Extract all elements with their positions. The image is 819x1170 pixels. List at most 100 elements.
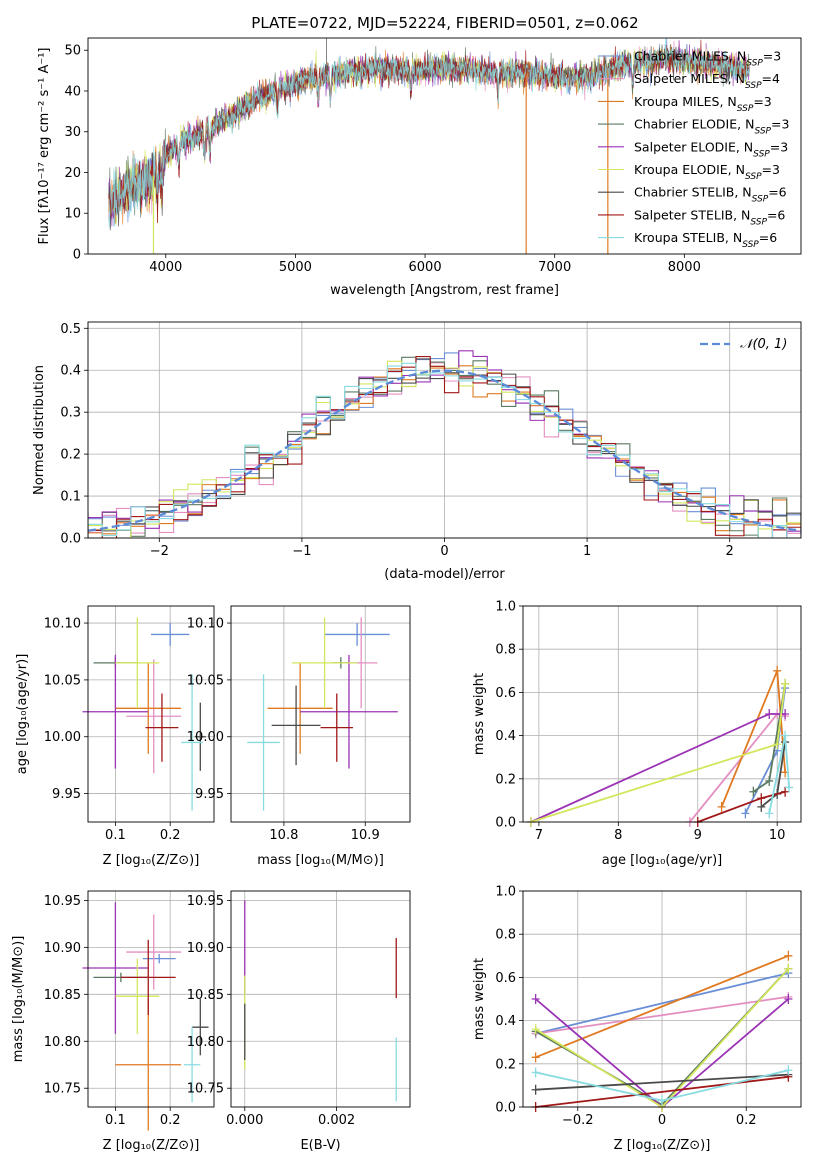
- legend-entry: Salpeter MILES, NSSP=4: [634, 71, 780, 91]
- y-tick-label: 10.85: [44, 988, 81, 1003]
- mass_vs_Z-xlabel: Z [log₁₀(Z/Z⊙)]: [103, 1138, 200, 1153]
- spectrum-frame: [87, 37, 802, 255]
- age_vs_Z-xlabel: Z [log₁₀(Z/Z⊙)]: [103, 853, 200, 868]
- weight-line: [535, 995, 789, 1035]
- age_vs_Z-axes: 0.1 0.2 9.95 10.00 10.05 10.10: [44, 606, 214, 843]
- y-tick-label: 0.3: [60, 406, 81, 421]
- histogram-step: [88, 355, 801, 538]
- mass_vs_Z-frame: [87, 890, 215, 1108]
- y-tick-label: 10.90: [187, 941, 224, 956]
- x-tick-label: 0.2: [160, 1113, 181, 1128]
- y-tick-label: 10.00: [187, 730, 224, 745]
- y-tick-label: 0.2: [495, 772, 516, 787]
- weight-marker: [531, 994, 540, 1004]
- age_vs_mass-points: [247, 617, 398, 811]
- legend-entry: Kroupa STELIB, NSSP=6: [634, 230, 777, 250]
- weight-marker: [757, 801, 766, 812]
- mass_vs_Z-points: [82, 902, 209, 1131]
- weight-marker: [784, 950, 793, 961]
- y-tick-label: 0.2: [60, 448, 81, 463]
- y-tick-label: 0.8: [495, 928, 516, 943]
- mass_vs_ebv-points: [244, 900, 397, 1102]
- weight-marker: [658, 1095, 666, 1106]
- legend-entry: Chabrier ELODIE, NSSP=3: [634, 117, 789, 137]
- y-tick-label: 10.75: [187, 1082, 224, 1097]
- y-tick-label: 0.0: [495, 816, 516, 831]
- weight-marker: [765, 709, 774, 719]
- y-tick-label: 40: [64, 84, 81, 99]
- x-tick-label: 9: [694, 828, 702, 843]
- legend-entry: Kroupa ELODIE, NSSP=3: [634, 162, 780, 182]
- y-tick-label: 0.2: [495, 1057, 516, 1072]
- y-tick-label: 10.95: [187, 894, 224, 909]
- x-tick-label: 0.000: [226, 1113, 263, 1128]
- legend-entry: 𝒩(0, 1): [740, 337, 787, 352]
- y-tick-label: 10.05: [44, 673, 81, 688]
- weight_vs_age-ylabel: mass weight: [472, 673, 487, 755]
- y-tick-label: 0: [73, 248, 81, 263]
- y-tick-label: 20: [64, 166, 81, 181]
- y-tick-label: 10.10: [187, 617, 224, 632]
- y-tick-label: 1.0: [495, 885, 516, 900]
- y-tick-label: 10.05: [187, 673, 224, 688]
- x-tick-label: 0.2: [736, 1113, 757, 1128]
- spectrum-line: [108, 40, 750, 227]
- x-tick-label: 4000: [149, 260, 182, 275]
- x-tick-label: 0.002: [318, 1113, 355, 1128]
- spectrum-ylabel: Flux [fλ10⁻¹⁷ erg cm⁻² s⁻¹ A⁻¹]: [37, 48, 52, 245]
- weight-marker: [784, 1065, 793, 1076]
- age_vs_Z-frame: [87, 605, 215, 823]
- x-tick-label: 0.1: [105, 1113, 126, 1128]
- weight-line: [535, 1075, 789, 1108]
- age_vs_Z-points: [82, 617, 206, 811]
- x-tick-label: 0: [658, 1113, 666, 1128]
- spectrum-axes: 4000 5000 6000 7000 8000 0 10 20 30 40 50: [64, 44, 700, 275]
- mass_vs_ebv-frame: [230, 890, 411, 1108]
- x-tick-label: 7000: [538, 260, 571, 275]
- age_vs_mass-frame: [230, 605, 411, 823]
- y-tick-label: 0.6: [495, 686, 516, 701]
- y-tick-label: 0.0: [60, 532, 81, 547]
- weight-line: [535, 954, 789, 1059]
- legend-entry: Salpeter STELIB, NSSP=6: [634, 207, 785, 227]
- spectrum-line: [108, 38, 750, 229]
- weight-marker: [765, 775, 774, 786]
- weight-marker: [784, 963, 793, 974]
- y-tick-label: 10.00: [44, 730, 81, 745]
- legend-entry: Salpeter ELODIE, NSSP=3: [634, 139, 788, 159]
- x-tick-label: 0.1: [105, 828, 126, 843]
- y-tick-label: 10: [64, 207, 81, 222]
- weight-marker: [717, 801, 726, 812]
- weight-marker: [781, 678, 790, 689]
- x-tick-label: 8000: [668, 260, 701, 275]
- y-tick-label: 10.80: [187, 1035, 224, 1050]
- age_vs_Z-ylabel: age [log₁₀(age/yr)]: [15, 654, 30, 775]
- weight_vs_age-axes: 7 8 9 10 0.0 0.2 0.4 0.6 0.8 1.0: [495, 600, 801, 843]
- weight-marker: [765, 808, 774, 819]
- weight_vs_Z-ylabel: mass weight: [472, 958, 487, 1040]
- weight-line: [535, 972, 789, 1035]
- x-tick-label: 1: [583, 544, 591, 559]
- weight-marker: [749, 786, 758, 797]
- x-tick-label: 0.2: [160, 828, 181, 843]
- mass_vs_Z-axes: 0.1 0.2 10.75 10.80 10.85 10.90 10.95: [44, 891, 214, 1128]
- legend-entry: Chabrier STELIB, NSSP=6: [634, 185, 787, 205]
- y-tick-label: 0.8: [495, 643, 516, 658]
- weight-line: [768, 735, 790, 814]
- x-tick-label: 0: [440, 544, 448, 559]
- y-tick-label: 9.95: [195, 787, 224, 802]
- x-tick-label: 6000: [409, 260, 442, 275]
- age_vs_mass-xlabel: mass [log₁₀(M/M⊙)]: [257, 853, 384, 868]
- spectrum-title: PLATE=0722, MJD=52224, FIBERID=0501, z=0…: [251, 14, 638, 32]
- legend-entry: Kroupa MILES, NSSP=3: [634, 94, 772, 114]
- residual-series: [88, 350, 801, 538]
- y-tick-label: 10.90: [44, 941, 81, 956]
- weight_vs_age-frame: [522, 605, 802, 823]
- weight-line: [530, 683, 786, 823]
- x-tick-label: −0.2: [562, 1113, 594, 1128]
- weight-marker: [781, 730, 790, 741]
- weight-line: [530, 713, 786, 823]
- y-tick-label: 0.4: [60, 364, 81, 379]
